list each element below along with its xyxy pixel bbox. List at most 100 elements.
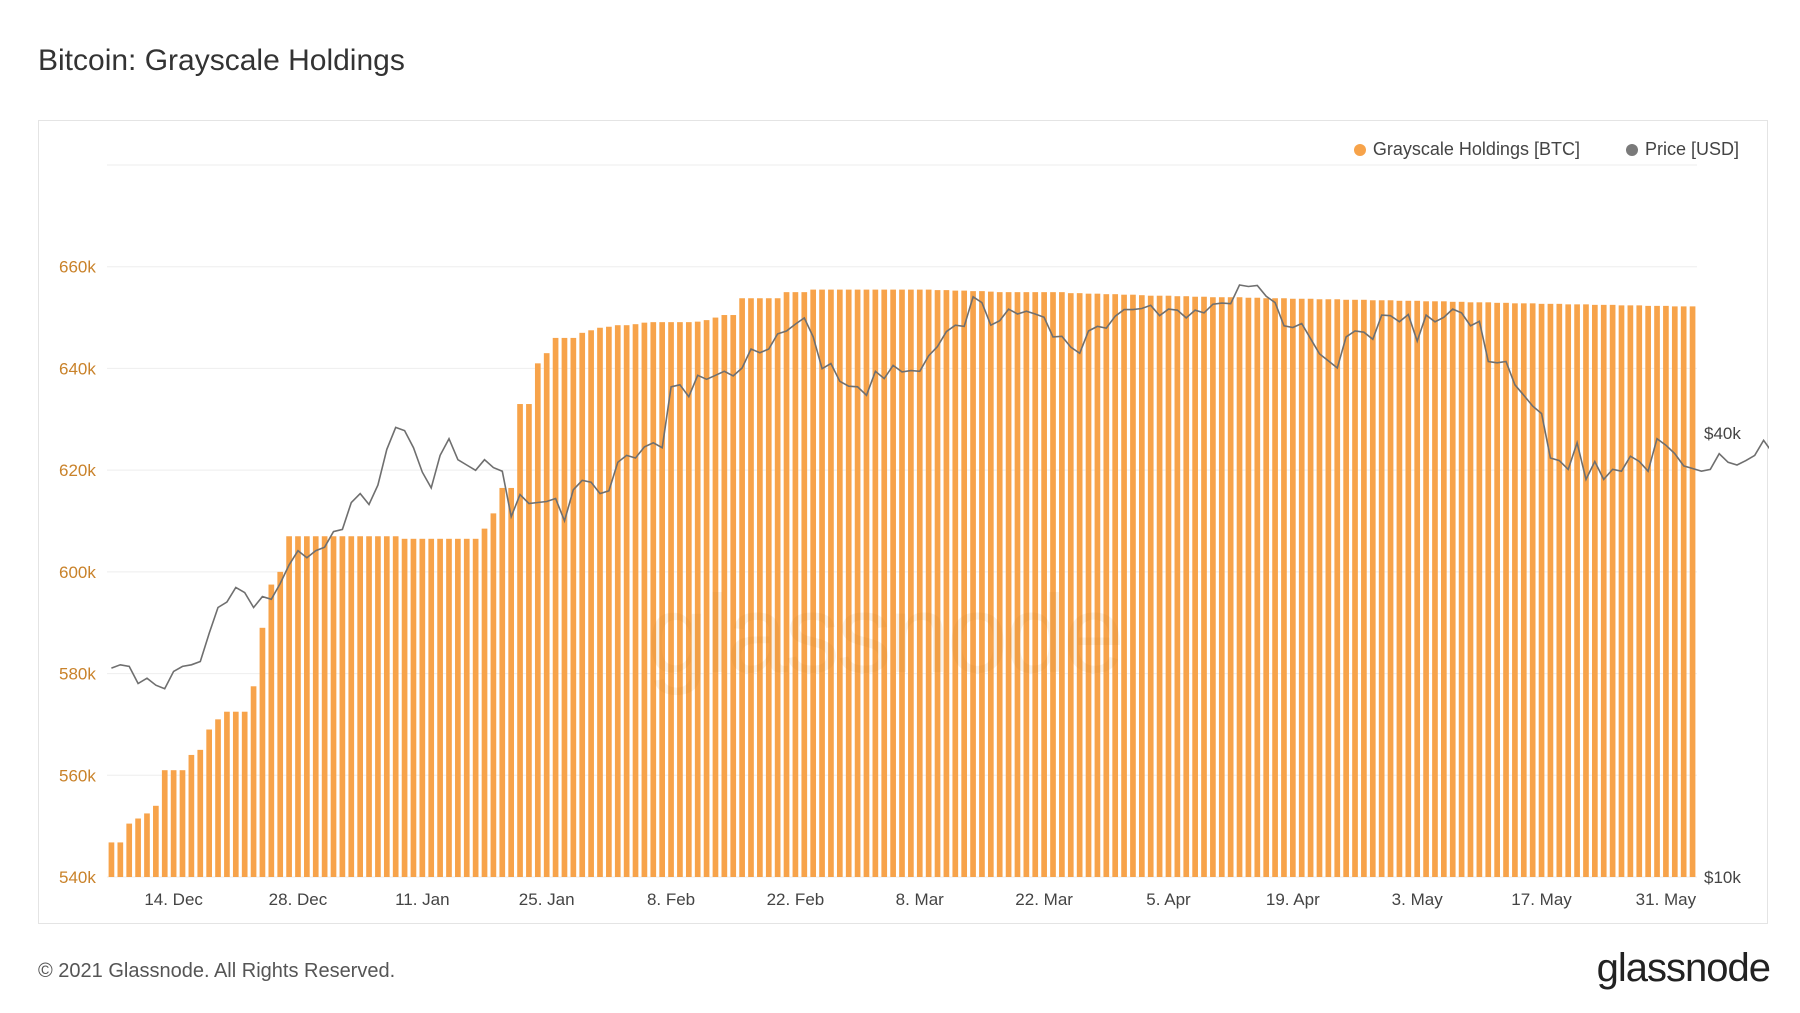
bar bbox=[1032, 292, 1039, 878]
bar bbox=[1103, 294, 1110, 877]
bar bbox=[1130, 294, 1136, 877]
bar bbox=[961, 290, 968, 877]
bar bbox=[1059, 292, 1065, 878]
bar bbox=[1583, 304, 1589, 877]
bar bbox=[668, 322, 674, 877]
bar bbox=[1263, 298, 1270, 877]
bar bbox=[916, 289, 923, 878]
bar bbox=[392, 536, 399, 877]
bar bbox=[632, 324, 639, 877]
bar bbox=[1112, 294, 1119, 877]
bar bbox=[534, 363, 541, 877]
legend-item-price[interactable]: Price [USD] bbox=[1625, 139, 1739, 160]
bar bbox=[996, 292, 1003, 878]
bar bbox=[1076, 293, 1083, 877]
bar bbox=[295, 536, 301, 877]
bar bbox=[854, 289, 861, 878]
x-tick-label: 14. Dec bbox=[144, 890, 203, 909]
y-left-tick-label: 620k bbox=[59, 461, 96, 480]
bar bbox=[597, 327, 603, 877]
bar bbox=[1343, 299, 1349, 877]
bar bbox=[801, 292, 808, 878]
x-tick-label: 3. May bbox=[1392, 890, 1444, 909]
bar bbox=[1289, 298, 1296, 877]
bar bbox=[561, 337, 568, 877]
bar bbox=[774, 298, 781, 877]
y-left-tick-label: 580k bbox=[59, 665, 96, 684]
bar bbox=[241, 711, 248, 877]
bar bbox=[108, 842, 115, 877]
bar bbox=[215, 719, 221, 877]
bar bbox=[1236, 297, 1243, 877]
bar bbox=[987, 291, 994, 877]
bar bbox=[1307, 298, 1314, 877]
bar bbox=[819, 289, 825, 878]
bar bbox=[419, 538, 426, 877]
bar bbox=[836, 289, 843, 878]
bar bbox=[348, 536, 355, 877]
bar bbox=[1085, 293, 1092, 877]
bar bbox=[623, 325, 630, 877]
bar bbox=[401, 538, 408, 877]
bar bbox=[810, 289, 817, 878]
bar bbox=[188, 754, 195, 877]
bar bbox=[881, 289, 888, 878]
bar bbox=[1352, 299, 1358, 877]
bar bbox=[1485, 302, 1492, 877]
bar bbox=[437, 538, 443, 877]
bar bbox=[1005, 292, 1012, 878]
bar bbox=[179, 770, 186, 877]
x-tick-label: 8. Feb bbox=[647, 890, 695, 909]
bar bbox=[543, 353, 550, 877]
bar bbox=[908, 289, 914, 878]
glassnode-logo[interactable]: glassnode bbox=[1596, 946, 1771, 990]
y-right-tick-label: $40k bbox=[1704, 424, 1741, 443]
bar bbox=[1067, 293, 1074, 877]
legend-dot-price bbox=[1625, 143, 1638, 156]
bar bbox=[1147, 295, 1154, 877]
bar bbox=[703, 320, 710, 878]
bar bbox=[1618, 305, 1625, 877]
bar bbox=[277, 571, 284, 877]
bar bbox=[117, 842, 124, 877]
x-tick-label: 28. Dec bbox=[269, 890, 328, 909]
bar bbox=[153, 805, 159, 877]
bar bbox=[1396, 300, 1403, 877]
bar bbox=[1316, 299, 1323, 877]
y-left-tick-label: 560k bbox=[59, 766, 96, 785]
bar bbox=[197, 749, 204, 877]
bar bbox=[1503, 302, 1509, 877]
bar bbox=[1138, 295, 1145, 877]
bar bbox=[1689, 306, 1696, 877]
bar bbox=[1334, 299, 1341, 877]
bar bbox=[659, 322, 666, 877]
legend-item-holdings[interactable]: Grayscale Holdings [BTC] bbox=[1353, 139, 1580, 160]
x-tick-label: 31. May bbox=[1636, 890, 1697, 909]
bar bbox=[1121, 294, 1127, 877]
bar bbox=[712, 317, 719, 877]
y-left-tick-label: 540k bbox=[59, 868, 96, 887]
x-tick-label: 11. Jan bbox=[395, 890, 450, 909]
bar bbox=[1574, 304, 1580, 877]
bar bbox=[508, 487, 515, 877]
bar bbox=[748, 298, 754, 877]
bar bbox=[330, 536, 337, 877]
bar bbox=[1281, 298, 1287, 877]
bar bbox=[952, 290, 959, 877]
bar bbox=[1565, 304, 1572, 877]
bar bbox=[1050, 292, 1056, 878]
copyright-footer: © 2021 Glassnode. All Rights Reserved. bbox=[38, 960, 396, 982]
bar bbox=[863, 289, 870, 878]
x-tick-label: 25. Jan bbox=[519, 890, 575, 909]
chart-legend: Grayscale Holdings [BTC] Price [USD] bbox=[1353, 139, 1739, 160]
bar bbox=[641, 322, 648, 877]
bar bbox=[970, 291, 976, 877]
bar bbox=[135, 818, 141, 877]
bar bbox=[579, 332, 586, 877]
bar bbox=[472, 538, 479, 877]
bar bbox=[899, 289, 905, 878]
bar bbox=[517, 404, 523, 877]
bar bbox=[792, 292, 799, 878]
bar bbox=[552, 337, 559, 877]
bar bbox=[925, 289, 932, 878]
